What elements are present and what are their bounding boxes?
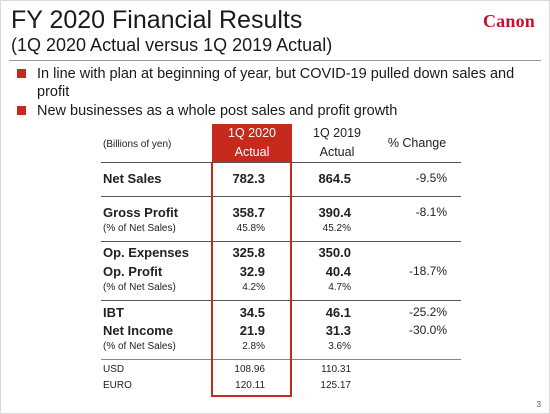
row-label: (% of Net Sales) — [103, 282, 176, 293]
row-label: USD — [103, 364, 125, 375]
value-1q2020: 108.96 — [234, 364, 265, 375]
value-1q2019: 4.7% — [328, 282, 351, 293]
value-1q2019: 125.17 — [320, 380, 351, 391]
slide-subtitle: (1Q 2020 Actual versus 1Q 2019 Actual) — [11, 35, 333, 55]
title-divider — [9, 60, 541, 61]
page-number: 3 — [536, 400, 541, 409]
column-header-line: Actual — [319, 145, 355, 159]
value-1q2020: 325.8 — [232, 245, 265, 260]
value-1q2020: 34.5 — [239, 305, 265, 320]
value-1q2020: 120.11 — [235, 380, 265, 391]
row-label: Gross Profit — [103, 205, 179, 220]
bullet-square-icon — [17, 69, 26, 78]
table-divider — [101, 241, 461, 242]
value-1q2020: 358.7 — [232, 205, 265, 220]
bullet-item: New businesses as a whole post sales and… — [15, 102, 540, 120]
value-change: -9.5% — [415, 171, 447, 185]
value-1q2019: 31.3 — [325, 323, 351, 338]
value-1q2019: 864.5 — [318, 171, 351, 186]
bullet-text: New businesses as a whole post sales and… — [37, 103, 398, 119]
bullet-text: In line with plan at beginning of year, … — [37, 66, 515, 100]
value-change: -25.2% — [408, 305, 447, 319]
value-change: -30.0% — [408, 323, 447, 337]
column-header-line: Actual — [234, 145, 270, 159]
row-label: Op. Profit — [103, 264, 163, 279]
row-label: Net Income — [103, 323, 174, 338]
row-label: Net Sales — [103, 171, 162, 186]
table-divider — [101, 300, 461, 301]
column-header-1q2019: 1Q 2019 Actual — [297, 124, 377, 162]
value-1q2020: 4.2% — [242, 282, 265, 293]
value-1q2019: 110.31 — [321, 364, 351, 375]
value-1q2020: 2.8% — [242, 341, 265, 352]
value-1q2019: 40.4 — [325, 264, 351, 279]
value-1q2020: 782.3 — [232, 171, 265, 186]
value-1q2019: 390.4 — [318, 205, 351, 220]
row-label: (% of Net Sales) — [103, 341, 176, 352]
value-1q2019: 45.2% — [322, 223, 351, 234]
table-divider — [101, 359, 461, 360]
column-header-1q2020: 1Q 2020 Actual — [212, 124, 292, 162]
column-header-line: 1Q 2020 — [228, 126, 276, 140]
row-label: IBT — [103, 305, 124, 320]
canon-logo: Canon — [482, 11, 535, 31]
value-change: -8.1% — [415, 205, 447, 219]
bullet-list: In line with plan at beginning of year, … — [15, 65, 540, 121]
column-header-line: 1Q 2019 — [313, 126, 361, 140]
value-1q2020: 45.8% — [236, 223, 265, 234]
bullet-item: In line with plan at beginning of year, … — [15, 65, 540, 101]
row-label: Op. Expenses — [103, 245, 189, 260]
column-header-change: % Change — [387, 136, 447, 150]
slide-title: FY 2020 Financial Results — [11, 6, 303, 34]
value-1q2019: 3.6% — [328, 341, 351, 352]
value-1q2019: 46.1 — [325, 305, 351, 320]
row-label: (% of Net Sales) — [103, 223, 176, 234]
table-divider — [101, 196, 461, 197]
value-1q2019: 350.0 — [318, 245, 351, 260]
table-divider — [101, 162, 461, 163]
value-1q2020: 32.9 — [239, 264, 265, 279]
row-label: EURO — [103, 380, 132, 391]
value-1q2020: 21.9 — [239, 323, 265, 338]
highlight-frame-1q2020 — [211, 162, 292, 397]
bullet-square-icon — [17, 106, 26, 115]
value-change: -18.7% — [408, 264, 447, 278]
table-units-label: (Billions of yen) — [103, 139, 172, 150]
